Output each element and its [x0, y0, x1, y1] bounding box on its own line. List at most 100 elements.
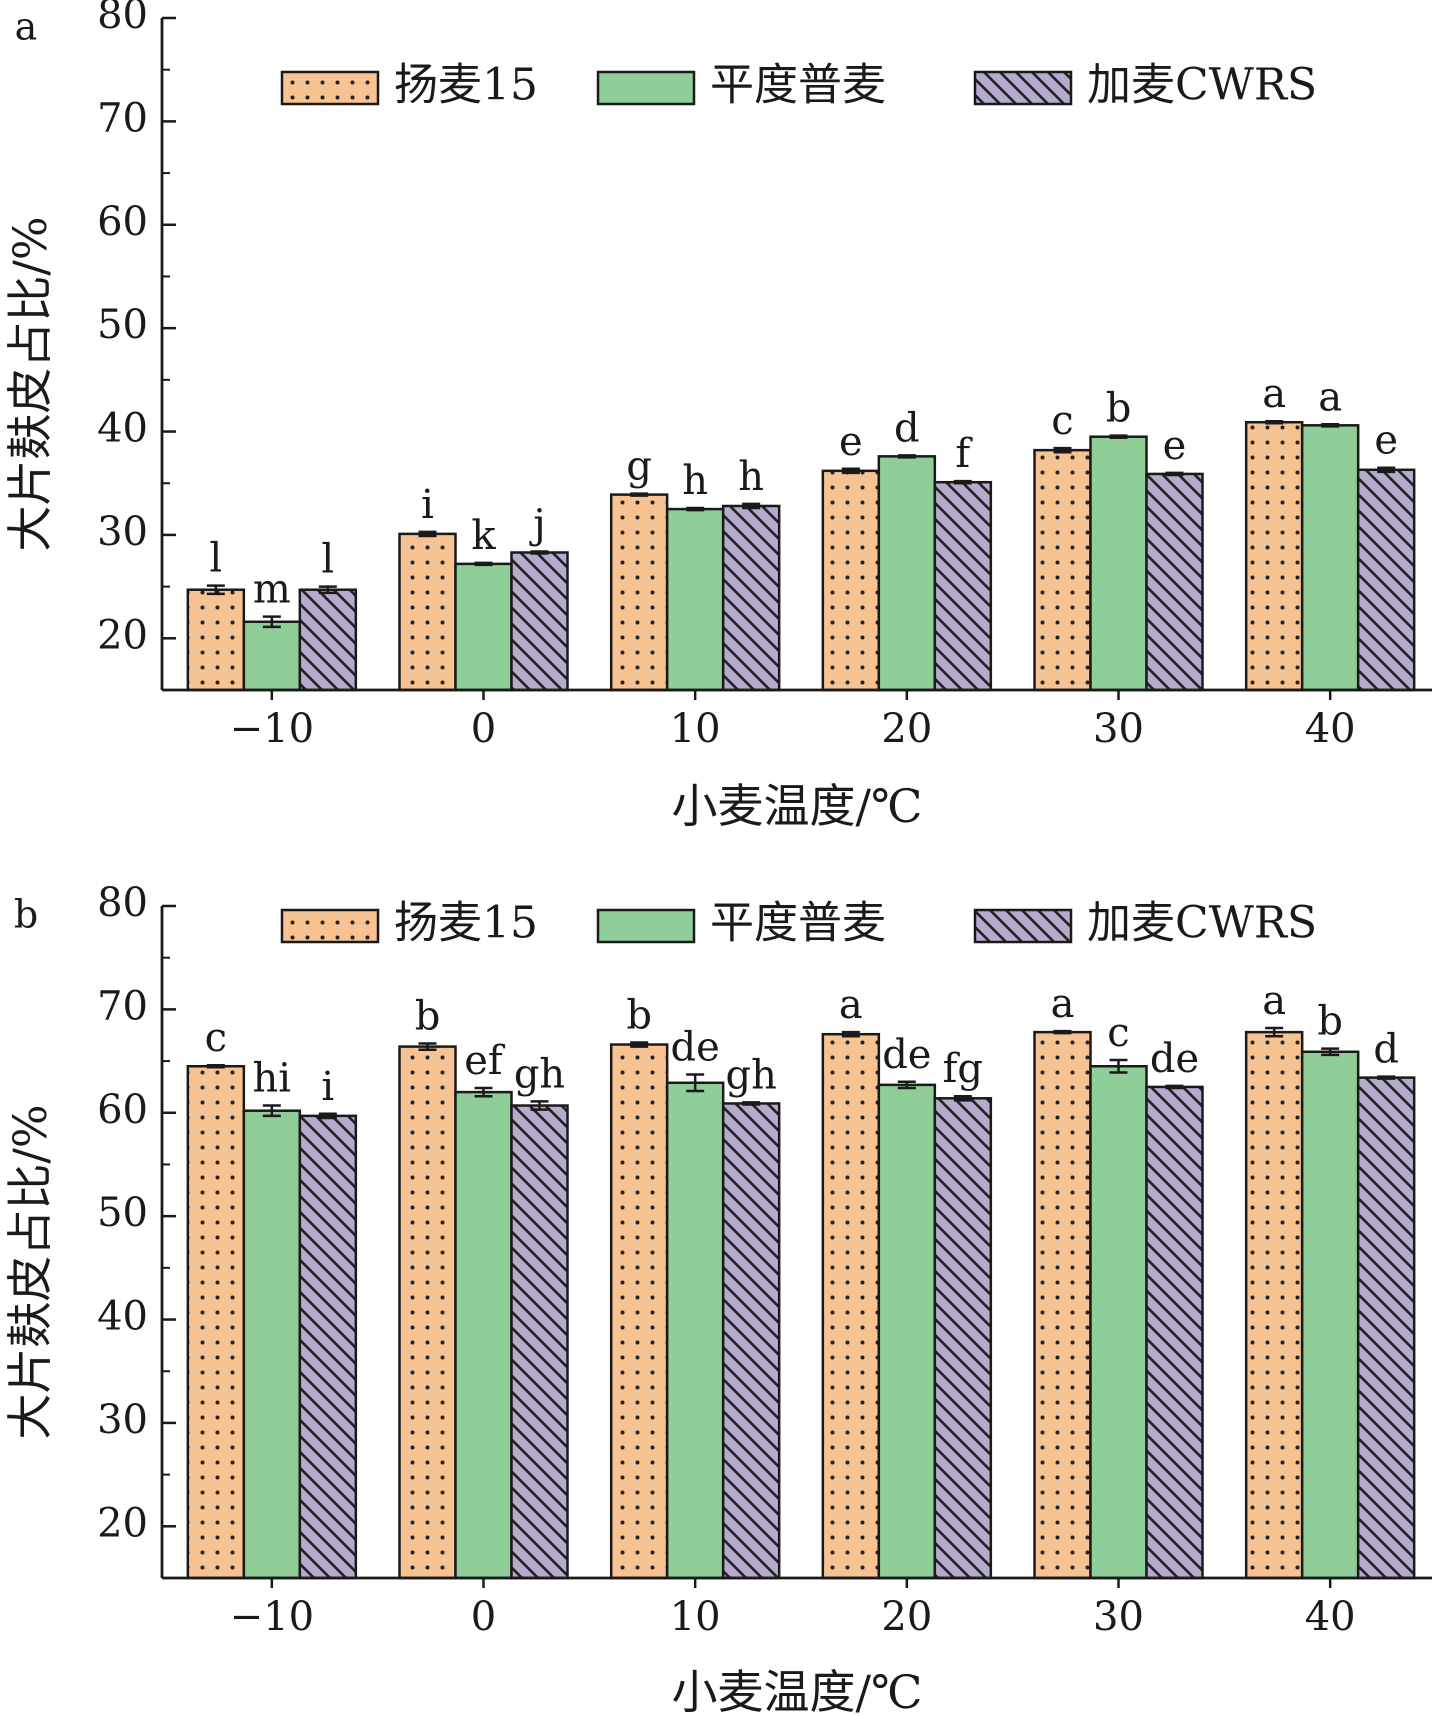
significance-label-a-s2-c2: h — [738, 454, 764, 500]
bar-a-s0-c2 — [609, 493, 669, 692]
legend-swatch-a-0 — [280, 70, 380, 106]
significance-label-b-s1-c4: c — [1107, 1010, 1129, 1056]
significance-label-b-s1-c1: ef — [464, 1038, 506, 1084]
y-tick-label-b-6: 80 — [97, 880, 148, 926]
legend-label-b-2: 加麦CWRS — [1087, 898, 1317, 949]
bar-b-s0-c4 — [1033, 1030, 1092, 1580]
y-tick-label-a-2: 40 — [97, 406, 148, 452]
x-tick-label-b-4: 30 — [1093, 1594, 1144, 1640]
bar-b-s2-c0 — [298, 1114, 358, 1580]
bar-a-s1-c2 — [665, 507, 725, 692]
bar-a-s0-c5 — [1244, 420, 1304, 692]
significance-label-a-s1-c0: m — [253, 567, 291, 613]
legend-swatch-a-2 — [973, 70, 1073, 106]
bar-a-s2-c3 — [933, 480, 993, 692]
bar-b-s2-c2 — [721, 1102, 781, 1580]
bar-a-s2-c1 — [510, 551, 569, 692]
bar-a-s2-c4 — [1145, 472, 1204, 692]
x-tick-label-a-0: −10 — [230, 706, 314, 752]
significance-label-a-s1-c1: k — [471, 513, 496, 559]
x-tick-label-a-5: 40 — [1305, 706, 1356, 752]
bar-b-s1-c4 — [1089, 1064, 1148, 1580]
y-tick-label-a-0: 20 — [97, 612, 148, 658]
y-tick-label-b-3: 50 — [97, 1190, 148, 1236]
y-tick-label-b-0: 20 — [97, 1500, 148, 1546]
significance-label-b-s0-c5: a — [1262, 978, 1286, 1024]
x-tick-label-a-4: 30 — [1093, 706, 1144, 752]
significance-label-a-s0-c4: c — [1051, 398, 1073, 444]
x-tick-label-a-2: 10 — [670, 706, 721, 752]
legend-label-a-2: 加麦CWRS — [1087, 60, 1317, 111]
bar-b-s0-c2 — [609, 1043, 669, 1580]
y-tick-label-b-5: 70 — [97, 983, 148, 1029]
significance-label-a-s0-c1: i — [421, 482, 434, 528]
bar-a-s0-c0 — [186, 588, 246, 692]
y-tick-label-a-1: 30 — [97, 509, 148, 555]
x-tick-label-b-3: 20 — [881, 1594, 932, 1640]
legend-label-a-1: 平度普麦 — [710, 60, 886, 111]
bar-b-s0-c0 — [186, 1064, 246, 1580]
bar-b-s1-c0 — [242, 1109, 302, 1580]
significance-label-a-s2-c4: e — [1163, 423, 1187, 469]
x-tick-label-a-3: 20 — [881, 706, 932, 752]
significance-label-b-s0-c1: b — [415, 994, 441, 1040]
significance-label-a-s2-c0: l — [321, 537, 334, 583]
bar-b-s2-c1 — [510, 1104, 569, 1580]
x-axis-title-a: 小麦温度/℃ — [672, 779, 923, 833]
significance-label-b-s0-c3: a — [839, 982, 863, 1028]
significance-label-a-s2-c3: f — [955, 431, 973, 477]
significance-label-b-s2-c3: fg — [943, 1046, 983, 1092]
significance-label-a-s0-c5: a — [1262, 371, 1286, 417]
bar-b-s1-c5 — [1300, 1050, 1360, 1580]
bar-a-s2-c2 — [721, 504, 781, 692]
bar-a-s2-c5 — [1356, 468, 1416, 692]
x-tick-label-b-5: 40 — [1305, 1594, 1356, 1640]
significance-label-a-s0-c3: e — [839, 419, 863, 465]
bar-b-s2-c5 — [1356, 1076, 1416, 1580]
bar-a-s0-c4 — [1033, 448, 1092, 692]
bar-b-s2-c3 — [933, 1097, 993, 1580]
significance-label-b-s2-c1: gh — [514, 1051, 565, 1097]
significance-label-b-s0-c0: c — [205, 1015, 227, 1061]
significance-label-a-s1-c2: h — [682, 458, 708, 504]
y-tick-label-b-4: 60 — [97, 1087, 148, 1133]
significance-label-a-s1-c3: d — [894, 405, 920, 451]
x-tick-label-b-0: −10 — [230, 1594, 314, 1640]
significance-label-a-s1-c5: a — [1318, 374, 1342, 420]
bar-a-s1-c0 — [242, 620, 302, 692]
x-tick-label-a-1: 0 — [471, 706, 496, 752]
significance-label-b-s2-c4: de — [1150, 1036, 1199, 1082]
significance-label-a-s0-c0: l — [209, 536, 222, 582]
legend-swatch-b-1 — [596, 908, 696, 944]
y-tick-label-a-3: 50 — [97, 302, 148, 348]
significance-label-b-s1-c5: b — [1317, 999, 1343, 1045]
significance-label-b-s2-c5: d — [1373, 1027, 1399, 1073]
y-axis-title-b: 大片麸皮占比/% — [3, 1104, 57, 1439]
bar-b-s1-c2 — [665, 1081, 725, 1580]
significance-label-b-s0-c2: b — [626, 992, 652, 1038]
y-tick-label-b-1: 30 — [97, 1397, 148, 1443]
legend-swatch-a-1 — [596, 70, 696, 106]
significance-label-b-s2-c2: gh — [725, 1052, 776, 1098]
significance-label-a-s1-c4: b — [1106, 386, 1132, 432]
significance-label-b-s2-c0: i — [321, 1064, 334, 1110]
legend-swatch-b-2 — [973, 908, 1073, 944]
bar-a-s1-c5 — [1300, 424, 1360, 692]
legend-swatch-b-0 — [280, 908, 380, 944]
bar-a-s0-c1 — [398, 532, 457, 692]
bar-b-s1-c1 — [454, 1090, 513, 1580]
significance-label-b-s1-c3: de — [882, 1032, 931, 1078]
y-tick-label-a-5: 70 — [97, 95, 148, 141]
x-tick-label-b-2: 10 — [670, 1594, 721, 1640]
significance-label-b-s1-c2: de — [671, 1025, 720, 1071]
bar-a-s1-c1 — [454, 562, 513, 692]
bar-b-s2-c4 — [1145, 1085, 1204, 1580]
significance-label-a-s2-c5: e — [1374, 418, 1398, 464]
bar-b-s1-c3 — [877, 1083, 937, 1580]
y-tick-label-a-4: 60 — [97, 199, 148, 245]
bar-b-s0-c3 — [821, 1032, 881, 1580]
x-axis-title-b: 小麦温度/℃ — [672, 1665, 923, 1716]
significance-label-b-s1-c0: hi — [253, 1056, 292, 1102]
bar-a-s0-c3 — [821, 469, 881, 692]
